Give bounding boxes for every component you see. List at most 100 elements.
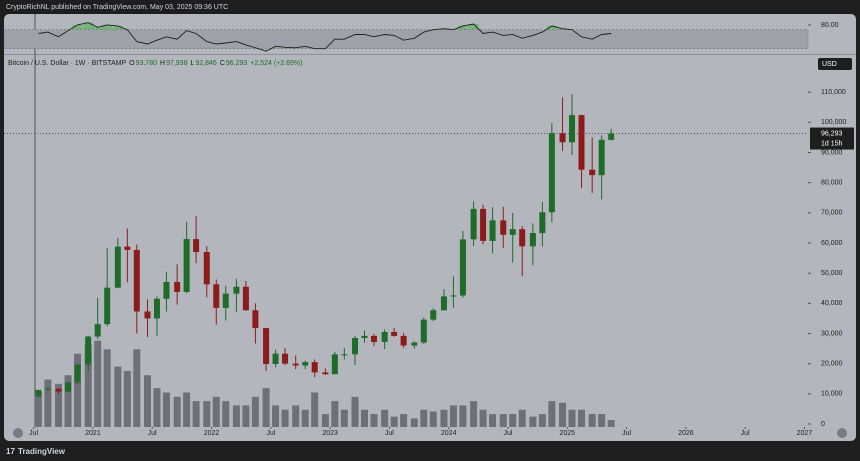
volume-bar xyxy=(559,402,567,427)
candle-body xyxy=(331,354,338,375)
volume-bar xyxy=(489,414,497,427)
volume-bar xyxy=(390,416,398,427)
rsi-overbought xyxy=(546,25,557,30)
y-tick-label: 20,000 xyxy=(821,361,843,368)
candle-body xyxy=(341,354,348,356)
candle-body xyxy=(292,363,299,366)
candle-body xyxy=(370,335,377,342)
logo-mark: 17 xyxy=(6,447,15,456)
volume-bar xyxy=(518,409,526,427)
symbol-legend: Bitcoin / U.S. Dollar · 1W · BITSTAMP O 93… xyxy=(8,60,302,67)
volume-bar xyxy=(212,396,220,427)
candle-body xyxy=(242,286,249,311)
candle-body xyxy=(85,336,92,365)
candle-body xyxy=(144,311,151,319)
y-tick-label: 30,000 xyxy=(821,330,843,337)
candle-body xyxy=(509,229,516,235)
rsi-tick-label: 80.00 xyxy=(821,22,839,29)
x-tick-label: Jul xyxy=(266,430,275,437)
candle-body xyxy=(44,388,51,390)
candle-body xyxy=(203,252,210,285)
volume-bar xyxy=(529,416,537,427)
volume-bar xyxy=(459,405,467,427)
volume-bar xyxy=(331,401,339,427)
y-tick-label: 100,000 xyxy=(821,119,846,126)
candle-body xyxy=(470,208,477,240)
volume-bar xyxy=(153,388,161,427)
volume-bar xyxy=(381,409,389,427)
volume-bar xyxy=(55,383,63,427)
volume-bar xyxy=(192,401,200,427)
volume-bar xyxy=(114,366,122,427)
candle-body xyxy=(519,229,526,247)
candle-body xyxy=(114,246,121,288)
candle-body xyxy=(539,212,546,234)
volume-bar xyxy=(340,409,348,427)
ohlc-value: 96,293 xyxy=(226,60,248,67)
ohlc-value: 93,780 xyxy=(136,60,158,67)
volume-bar xyxy=(321,414,329,427)
ohlc-label: H xyxy=(160,60,165,67)
candle-body xyxy=(153,298,160,319)
candle-body xyxy=(233,286,240,294)
rsi-overbought xyxy=(438,28,449,30)
currency-label: USD xyxy=(822,61,837,68)
ohlc-label: L xyxy=(190,60,194,67)
candle-body xyxy=(302,362,309,366)
candle-body xyxy=(65,382,72,392)
candle-body xyxy=(608,133,615,140)
candle-body xyxy=(440,296,447,311)
candle-body xyxy=(183,239,190,292)
last-price-label: 96,293 xyxy=(821,130,843,137)
candle-body xyxy=(263,328,270,364)
nav-button[interactable] xyxy=(13,428,23,438)
volume-bar xyxy=(162,392,170,427)
volume-bar xyxy=(370,414,378,427)
candle-body xyxy=(361,335,368,339)
candle-body xyxy=(282,353,289,364)
volume-bar xyxy=(509,414,517,427)
volume-bar xyxy=(203,401,211,427)
candle-body xyxy=(74,364,81,383)
volume-bar xyxy=(272,405,280,427)
candle-body xyxy=(420,319,427,343)
y-tick-label: 70,000 xyxy=(821,210,843,217)
x-tick-label: Jul xyxy=(29,430,38,437)
candle-body xyxy=(193,239,200,253)
rsi-overbought xyxy=(83,22,94,30)
candle-body xyxy=(578,115,585,170)
y-tick-label: 10,000 xyxy=(821,391,843,398)
rsi-overbought xyxy=(557,28,568,30)
x-tick-label: 2023 xyxy=(322,430,338,437)
y-tick-label: 50,000 xyxy=(821,270,843,277)
candle-body xyxy=(222,293,229,308)
rsi-overbought xyxy=(102,24,113,30)
rsi-line xyxy=(38,22,612,52)
candle-body xyxy=(391,331,398,336)
volume-bar xyxy=(568,409,576,427)
volume-bar xyxy=(103,349,111,427)
volume-bar xyxy=(449,405,457,427)
candle-body xyxy=(489,220,496,241)
candle-body xyxy=(174,281,181,292)
volume-bar xyxy=(183,392,191,427)
countdown-label: 1d 15h xyxy=(821,140,843,147)
settings-button[interactable] xyxy=(837,428,847,438)
volume-bar xyxy=(74,353,82,427)
candle-body xyxy=(559,133,566,143)
volume-bar xyxy=(242,405,250,427)
x-tick-label: 2024 xyxy=(441,430,457,437)
candle-body xyxy=(480,208,487,241)
candle-body xyxy=(500,220,507,235)
candle-body xyxy=(252,310,259,329)
candle-body xyxy=(411,342,418,346)
rsi-overbought xyxy=(112,25,123,30)
candle-body xyxy=(104,287,111,325)
volume-bar xyxy=(429,411,437,427)
volume-bar xyxy=(44,379,52,427)
publish-header: CryptoRichNL published on TradingView.co… xyxy=(6,4,228,11)
x-tick-label: Jul xyxy=(148,430,157,437)
ohlc-value: 92,846 xyxy=(195,60,217,67)
rsi-overbought xyxy=(92,27,103,30)
